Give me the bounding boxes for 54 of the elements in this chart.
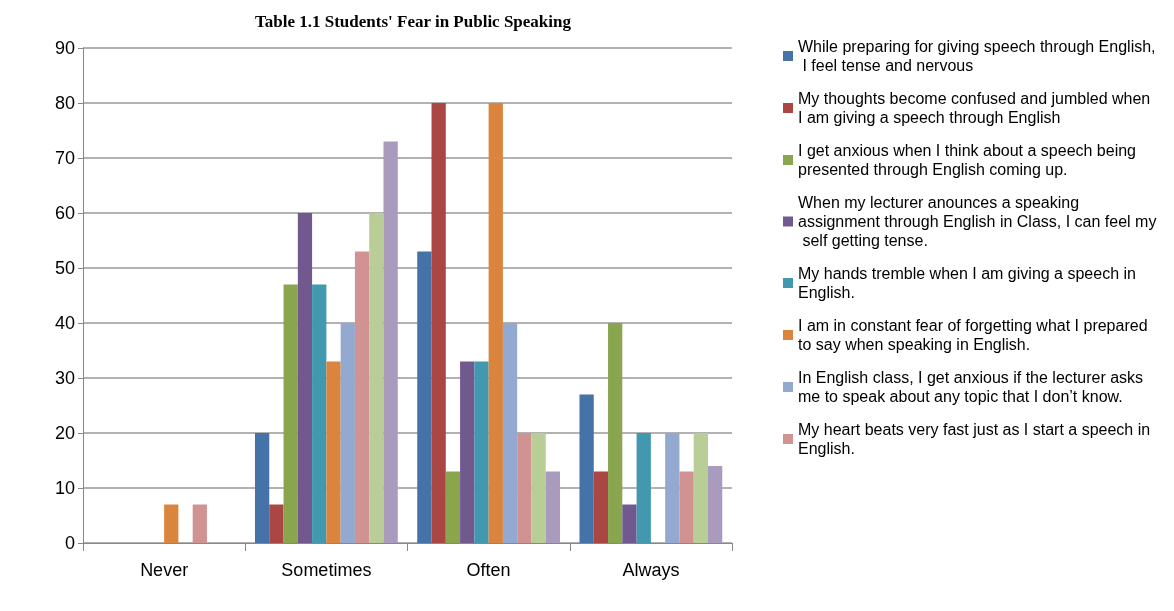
bar bbox=[326, 361, 341, 543]
bar bbox=[254, 433, 270, 543]
bar bbox=[545, 471, 561, 543]
bar bbox=[474, 361, 489, 543]
bar bbox=[283, 284, 298, 543]
bar bbox=[460, 361, 475, 543]
legend-label: My thoughts become confused and jumbled when I am giving a speech through English bbox=[798, 90, 1155, 126]
bar bbox=[369, 213, 384, 543]
bar bbox=[431, 103, 446, 543]
bar bbox=[192, 504, 207, 543]
y-tick-label: 0 bbox=[64, 533, 75, 553]
bar bbox=[693, 433, 708, 543]
y-tick-label: 90 bbox=[54, 38, 75, 58]
bar bbox=[340, 323, 355, 543]
bar bbox=[679, 471, 694, 543]
bar bbox=[665, 433, 680, 543]
bar bbox=[312, 284, 327, 543]
legend-label: In English class, I get anxious if the lecturer asks me to speak about any topic that I don’t know. bbox=[798, 369, 1148, 405]
bar bbox=[636, 433, 651, 543]
y-tick-label: 30 bbox=[54, 368, 75, 388]
y-tick-label: 60 bbox=[54, 203, 75, 223]
bar bbox=[517, 433, 532, 543]
legend-label: My hands tremble when I am giving a speech in English. bbox=[798, 265, 1141, 301]
legend-label: When my lecturer anounces a speaking assignment through English in Class, I can feel my self getting tense. bbox=[798, 194, 1157, 249]
bar bbox=[608, 323, 623, 543]
x-tick-label: Never bbox=[140, 560, 189, 580]
bar bbox=[531, 433, 546, 543]
bar bbox=[488, 103, 503, 543]
legend-label: I am in constant fear of forgetting what I prepared to say when speaking in English. bbox=[798, 317, 1152, 353]
legend-label: While preparing for giving speech through English, I feel tense and nervous bbox=[798, 38, 1156, 74]
chart-title: Table 1.1 Students' Fear in Public Speaking bbox=[255, 12, 572, 31]
bar bbox=[579, 394, 594, 543]
bar bbox=[445, 471, 461, 543]
y-tick-label: 50 bbox=[54, 258, 75, 278]
y-tick-label: 40 bbox=[54, 313, 75, 333]
bar bbox=[707, 466, 723, 543]
bar bbox=[354, 251, 370, 543]
bar bbox=[269, 504, 284, 543]
bar bbox=[622, 504, 637, 543]
y-tick-label: 10 bbox=[54, 478, 75, 498]
bar bbox=[383, 141, 398, 543]
y-tick-label: 80 bbox=[54, 93, 75, 113]
bar bbox=[502, 323, 518, 543]
legend-label: I get anxious when I think about a speech being presented through English coming up. bbox=[798, 142, 1141, 178]
bar bbox=[417, 251, 432, 543]
bar bbox=[164, 504, 179, 543]
x-tick-label: Often bbox=[466, 560, 511, 580]
legend-label: My heart beats very fast just as I start a speech in English. bbox=[798, 421, 1155, 457]
x-tick-label: Sometimes bbox=[281, 560, 372, 580]
bar bbox=[593, 471, 609, 543]
x-tick-label: Always bbox=[622, 560, 680, 580]
y-tick-label: 20 bbox=[54, 423, 75, 443]
bar bbox=[297, 213, 313, 543]
y-tick-label: 70 bbox=[54, 148, 75, 168]
